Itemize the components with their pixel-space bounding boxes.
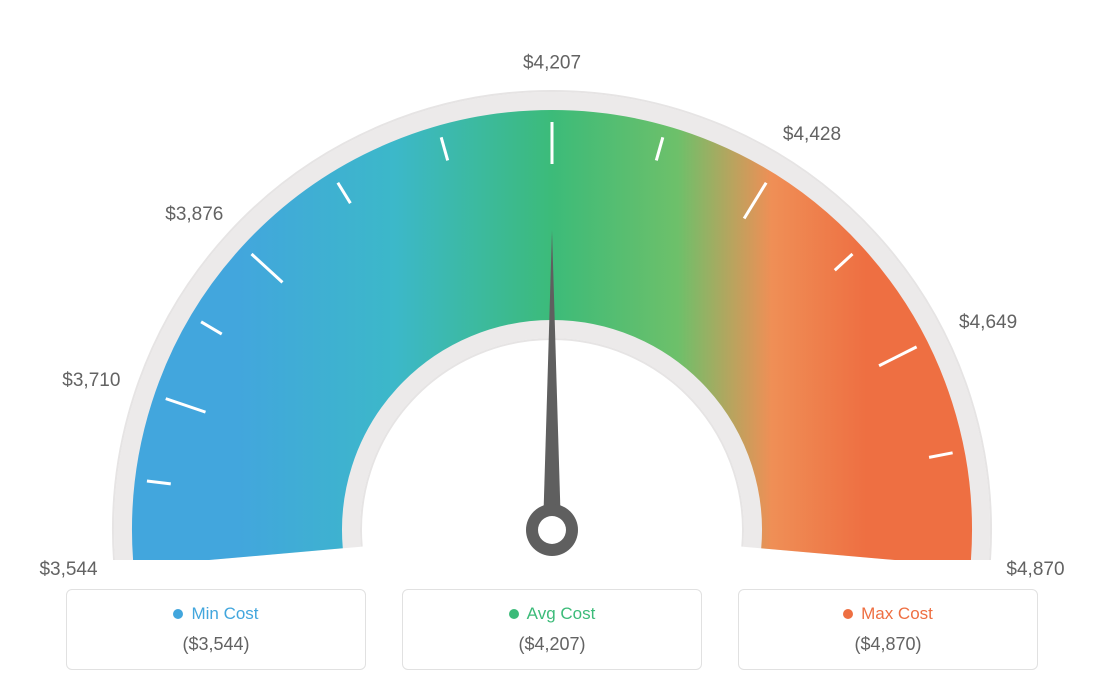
legend-title-text: Avg Cost <box>527 604 596 624</box>
legend-value-max: ($4,870) <box>739 634 1037 655</box>
gauge-svg <box>0 0 1104 560</box>
dot-icon <box>173 609 183 619</box>
gauge-tick-label: $4,870 <box>1006 559 1064 581</box>
needle-hub-inner <box>538 516 566 544</box>
legend-title-max: Max Cost <box>843 604 933 624</box>
gauge-tick-label: $4,428 <box>783 124 841 146</box>
gauge-chart-container: $3,544 $3,710 $3,876 $4,207 $4,428 $4,649 $4,8… <box>0 0 1104 690</box>
gauge-tick-label: $4,207 <box>523 53 581 75</box>
legend-value-min: ($3,544) <box>67 634 365 655</box>
legend-title-min: Min Cost <box>173 604 258 624</box>
gauge-tick-label: $3,710 <box>62 370 120 392</box>
legend-title-text: Min Cost <box>191 604 258 624</box>
gauge-tick-label: $3,544 <box>39 559 97 581</box>
legend-row: Min Cost ($3,544) Avg Cost ($4,207) Max … <box>0 589 1104 670</box>
dot-icon <box>509 609 519 619</box>
legend-value-avg: ($4,207) <box>403 634 701 655</box>
legend-card-min: Min Cost ($3,544) <box>66 589 366 670</box>
legend-card-avg: Avg Cost ($4,207) <box>402 589 702 670</box>
legend-title-text: Max Cost <box>861 604 933 624</box>
gauge-area: $3,544$3,710$3,876$4,207$4,428$4,649$4,8… <box>0 0 1104 560</box>
legend-card-max: Max Cost ($4,870) <box>738 589 1038 670</box>
gauge-tick-label: $4,649 <box>959 312 1017 334</box>
gauge-tick-label: $3,876 <box>165 204 223 226</box>
dot-icon <box>843 609 853 619</box>
legend-title-avg: Avg Cost <box>509 604 596 624</box>
